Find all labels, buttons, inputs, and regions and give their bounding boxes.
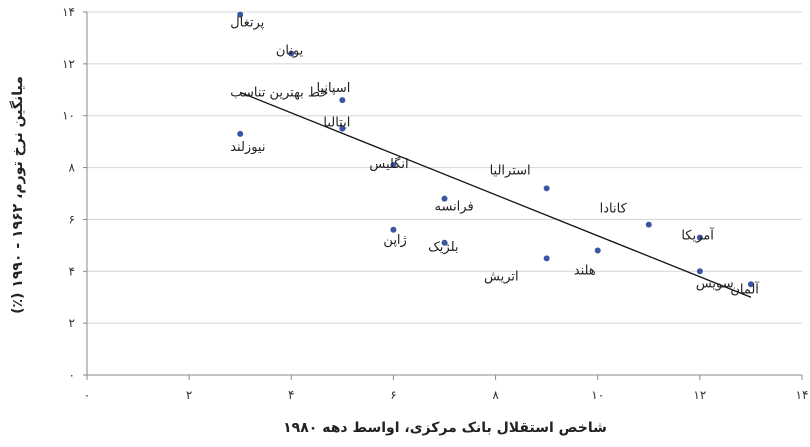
point-label: کانادا (600, 202, 628, 217)
point-label: ژاپن (383, 233, 406, 248)
fit-line-layer: خط بهترین تناسب (230, 85, 752, 298)
point-label: آلمان (730, 280, 760, 297)
data-point (441, 195, 448, 202)
y-tick-label: ۶ (69, 212, 75, 226)
point-label: سویس (696, 276, 734, 291)
x-tick-label: ۱۲ (693, 388, 706, 402)
data-point (288, 50, 295, 57)
x-tick-label: ۶ (390, 388, 396, 402)
data-point (543, 185, 550, 192)
best-fit-line (239, 91, 752, 298)
data-point (747, 281, 754, 288)
data-point (390, 161, 397, 168)
data-point (390, 226, 397, 233)
y-axis-title: میانگین نرخ تورم، ۱۹۶۲ - ۱۹۹۰ (٪) (9, 76, 26, 314)
best-fit-line-label: خط بهترین تناسب (230, 85, 328, 100)
point-label: استرالیا (490, 163, 531, 178)
point-label: انگلیس (369, 156, 408, 172)
y-tick-label: ۱۴ (62, 5, 75, 19)
y-tick-label: ۱۲ (62, 57, 75, 71)
point-label: هلند (574, 264, 596, 279)
point-label: اتریش (484, 269, 519, 284)
data-point (237, 11, 244, 18)
x-tick-label: ۸ (492, 388, 499, 402)
point-label: ایتالیا (323, 116, 350, 131)
point-layer (237, 11, 754, 288)
grid-layer (87, 11, 802, 324)
label-layer: پرتغال یونان اسپانیا ایتالیا نیوزلند انگلیس فر… (230, 16, 760, 298)
data-point (441, 239, 448, 246)
x-tick-label: ۰ (84, 388, 90, 402)
point-label: پرتغال (230, 16, 264, 31)
point-label: فرانسه (435, 200, 474, 215)
data-point (696, 234, 703, 241)
y-tick-label: ۸ (69, 161, 76, 175)
data-point (339, 125, 346, 132)
point-label: بلژیک (428, 240, 458, 255)
x-tick-label: ۴ (288, 388, 294, 402)
point-label: اسپانیا (316, 81, 350, 96)
x-tick-label: ۱۰ (591, 388, 604, 402)
y-tick-label: ۱۰ (62, 109, 75, 123)
data-point (339, 97, 346, 104)
x-axis-title: شاخص استقلال بانک مرکزی، اواسط دهه ۱۹۸۰ (283, 420, 607, 436)
data-point (543, 255, 550, 262)
y-tick-label: ۲ (69, 316, 75, 330)
point-label: یونان (276, 43, 304, 58)
y-tick-label: ۴ (69, 264, 75, 278)
data-point (645, 221, 652, 228)
data-point (594, 247, 601, 254)
x-tick-label: ۱۴ (796, 388, 809, 402)
x-tick-label: ۲ (186, 388, 192, 402)
y-tick-label: ۰ (69, 368, 75, 382)
point-label: نیوزلند (230, 140, 265, 155)
data-point (696, 268, 703, 275)
data-point (237, 130, 244, 137)
axis-layer: ۰ ۲ ۴ ۶ ۸ ۱۰ ۱۲ ۱۴ ۰ ۲ ۴ ۶ ۸ ۱۰ ۱۲ ۱۴ (62, 5, 808, 402)
point-label: آمریکا (681, 227, 715, 244)
